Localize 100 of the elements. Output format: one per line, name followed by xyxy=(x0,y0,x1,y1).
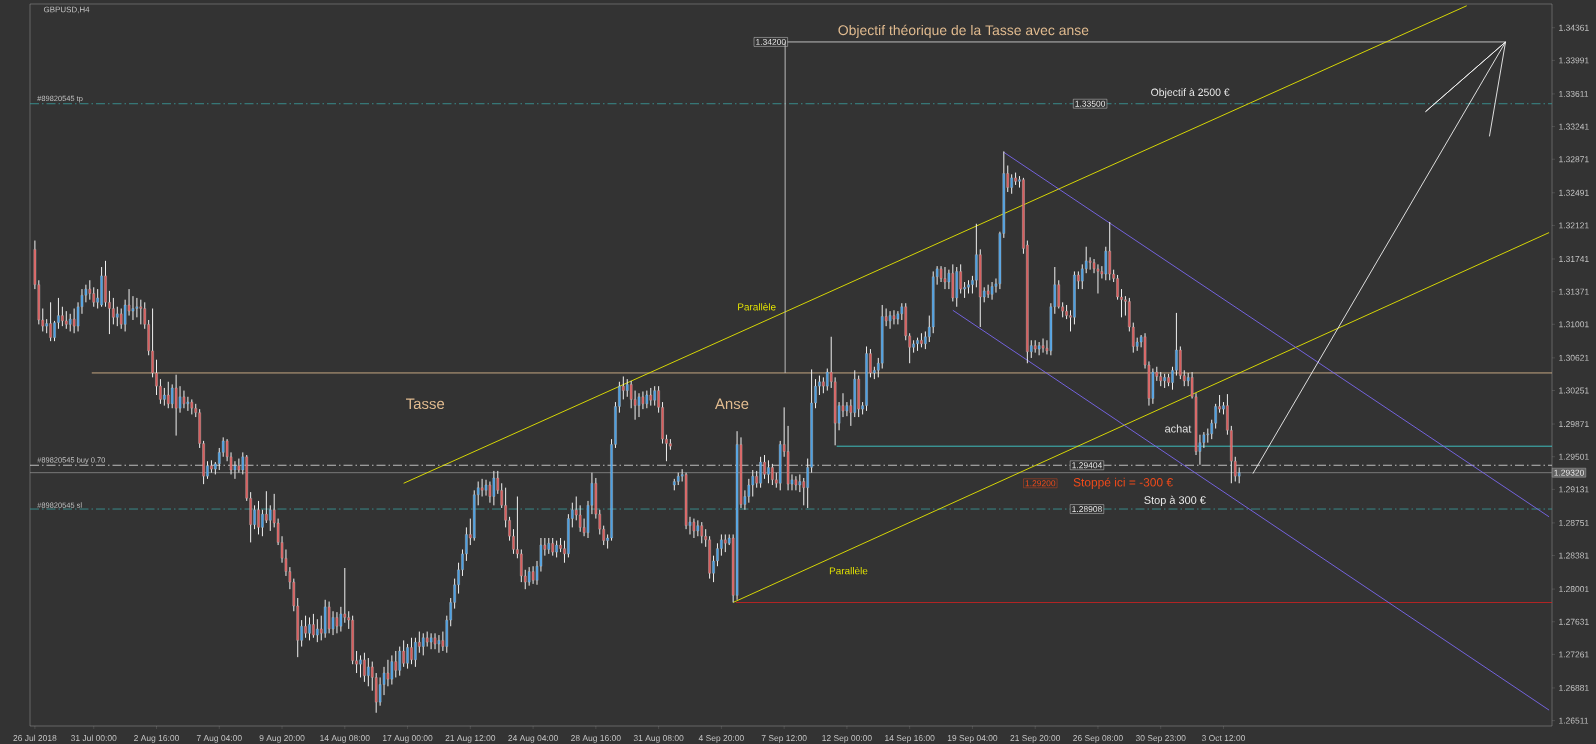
candlestick xyxy=(359,654,362,678)
candlestick xyxy=(637,392,641,418)
y-tick-label: 1.32871 xyxy=(1559,156,1589,163)
x-tick-label: 26 Jul 2018 xyxy=(13,734,57,742)
candlestick xyxy=(892,309,896,325)
candlestick xyxy=(724,533,727,553)
y-tick-label: 1.28381 xyxy=(1559,552,1589,559)
x-tick-label: 31 Jul 00:00 xyxy=(71,734,117,742)
candlestick xyxy=(547,537,551,555)
x-tick-label: 19 Sep 04:00 xyxy=(947,735,998,743)
annotation: achat xyxy=(1165,424,1192,433)
candlestick xyxy=(304,615,307,639)
x-tick-label: 14 Aug 08:00 xyxy=(320,735,370,743)
candlestick xyxy=(363,652,366,683)
candlestick xyxy=(269,504,272,532)
candlestick xyxy=(865,345,868,412)
candlestick xyxy=(979,248,982,328)
y-tick-label: 1.33991 xyxy=(1559,57,1589,64)
y-tick-label: 1.29131 xyxy=(1559,486,1589,493)
candlestick xyxy=(186,396,190,412)
candlestick xyxy=(888,310,892,330)
candlestick xyxy=(520,548,523,583)
candlestick xyxy=(986,284,990,299)
candlestick xyxy=(410,637,413,665)
candlestick xyxy=(261,509,264,537)
candlestick xyxy=(116,306,119,327)
ref-line-label: 1.29404 xyxy=(1072,462,1103,469)
candlestick xyxy=(1151,368,1155,405)
ref-line-label: 1.34200 xyxy=(756,38,786,45)
candlestick xyxy=(312,613,315,639)
candlestick xyxy=(100,266,103,308)
y-tick-label: 1.28751 xyxy=(1559,519,1589,526)
candlestick xyxy=(673,478,676,491)
y-tick-label: 1.34361 xyxy=(1559,24,1589,31)
y-tick-label: 1.31371 xyxy=(1559,288,1589,295)
candlestick xyxy=(955,266,958,308)
x-tick-label: 4 Sep 20:00 xyxy=(698,735,744,743)
candlestick xyxy=(551,537,554,557)
y-tick-label: 1.26511 xyxy=(1559,717,1589,724)
annotation: Objectif à 2500 € xyxy=(1151,88,1230,99)
x-tick-label: 21 Aug 12:00 xyxy=(445,735,496,743)
annotation: Objectif théorique de la Tasse avec anse xyxy=(838,24,1089,38)
y-tick-label: 1.29871 xyxy=(1559,421,1589,428)
y-tick-label: 1.31001 xyxy=(1559,321,1589,328)
candlestick xyxy=(853,369,856,418)
candlestick xyxy=(555,540,558,558)
candlestick xyxy=(1081,263,1084,290)
candlestick xyxy=(402,639,405,668)
candlestick xyxy=(433,632,437,650)
y-tick-label: 1.27631 xyxy=(1559,618,1589,625)
candlestick xyxy=(567,513,570,558)
x-tick-label: 28 Aug 16:00 xyxy=(571,735,621,743)
candlestick xyxy=(531,565,535,585)
candlestick xyxy=(1159,371,1162,387)
candlestick xyxy=(92,286,95,308)
ref-line-label: 1.28908 xyxy=(1072,506,1102,513)
y-tick-label: 1.32491 xyxy=(1559,189,1589,196)
candlestick xyxy=(924,330,927,350)
candlestick xyxy=(182,390,186,409)
candlestick xyxy=(1096,263,1100,294)
candlestick xyxy=(649,387,653,407)
ref-line-label: 1.33500 xyxy=(1075,100,1106,107)
candlestick xyxy=(265,490,268,524)
candlestick xyxy=(163,387,166,407)
candlestick xyxy=(912,339,915,354)
candlestick xyxy=(257,500,260,535)
candlestick xyxy=(708,535,711,580)
candlestick xyxy=(1116,274,1119,301)
candlestick xyxy=(112,297,115,325)
candlestick xyxy=(1065,304,1068,320)
candlestick xyxy=(857,375,860,418)
candlestick xyxy=(990,281,994,301)
candlestick xyxy=(429,632,433,650)
annotation: Stop à 300 € xyxy=(1144,495,1206,507)
candlestick xyxy=(104,260,107,308)
annotation: Parallèle xyxy=(829,566,868,575)
candlestick xyxy=(488,481,492,504)
candlestick xyxy=(390,654,394,686)
x-tick-label: 12 Sep 00:00 xyxy=(822,735,872,743)
candlestick xyxy=(327,601,331,634)
ref-line-label: 1.29320 xyxy=(1554,469,1584,476)
candlestick xyxy=(826,368,829,392)
candlestick xyxy=(61,306,64,327)
candlestick xyxy=(1108,221,1111,281)
candlestick xyxy=(1014,172,1017,186)
candlestick xyxy=(920,332,923,348)
candlestick xyxy=(735,430,739,601)
candlestick xyxy=(174,374,178,437)
candlestick xyxy=(190,398,194,415)
candlestick xyxy=(414,637,417,668)
candlestick xyxy=(527,566,531,587)
x-tick-label: 2 Aug 16:00 xyxy=(134,735,179,743)
y-tick-label: 1.33611 xyxy=(1559,90,1589,97)
annotation: Parallèle xyxy=(738,303,776,311)
y-tick-label: 1.29501 xyxy=(1559,453,1589,460)
candlestick xyxy=(65,310,68,330)
y-tick-label: 1.30251 xyxy=(1559,387,1589,394)
candlestick xyxy=(68,313,72,332)
candlestick xyxy=(943,266,947,290)
y-tick-label: 1.30621 xyxy=(1559,354,1589,361)
